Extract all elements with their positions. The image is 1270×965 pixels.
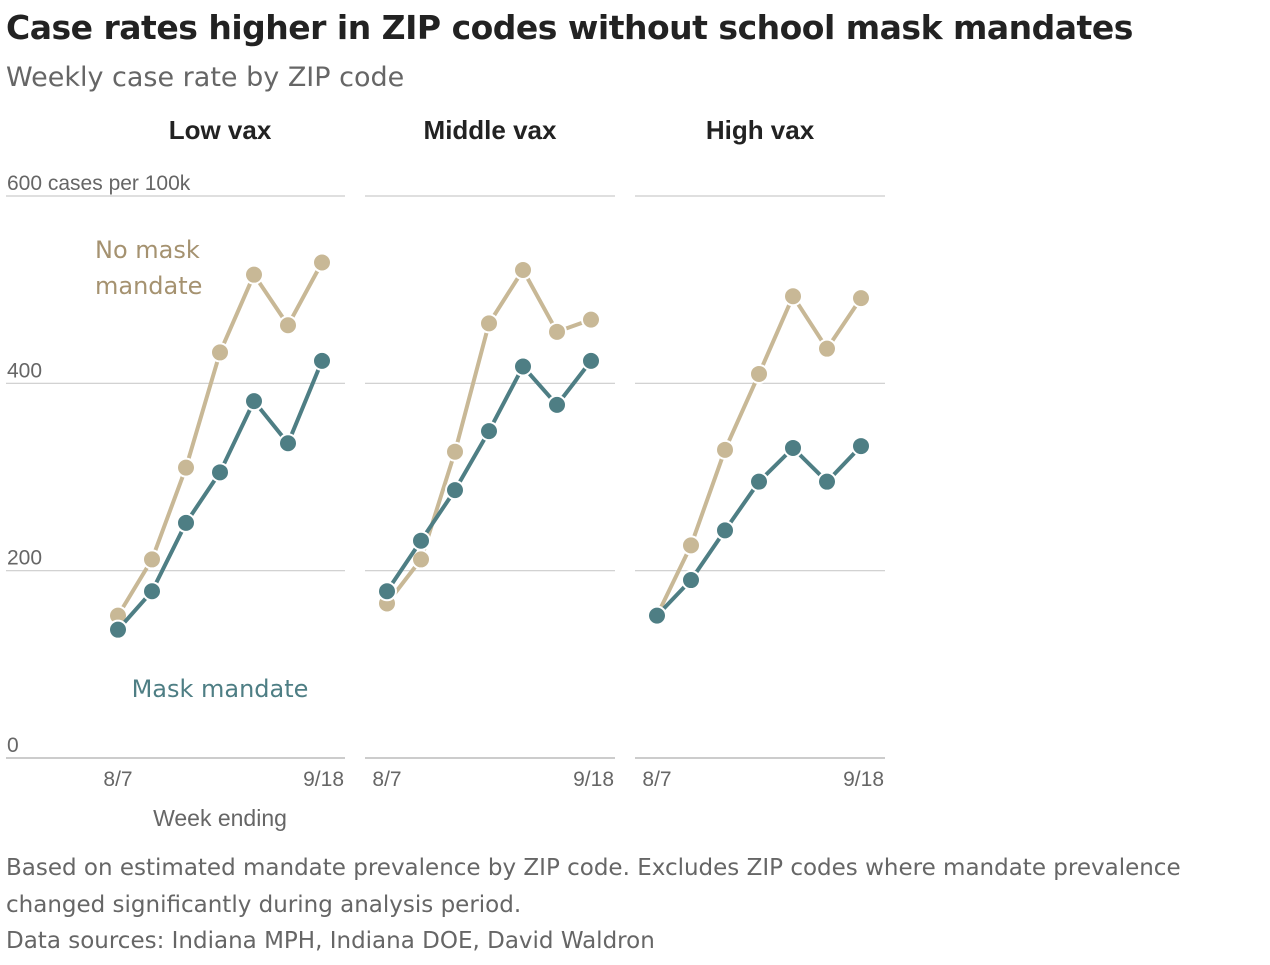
source-line: Data sources: Indiana MPH, Indiana DOE, … <box>6 928 655 954</box>
data-point-mandate <box>210 462 230 483</box>
data-point-no-mandate <box>783 286 803 307</box>
panel-title: High vax <box>706 115 815 145</box>
series-label-mandate: Mask mandate <box>132 675 309 703</box>
data-point-mandate <box>445 480 465 501</box>
chart-title: Case rates higher in ZIP codes without s… <box>6 8 1133 47</box>
y-tick-label: 400 <box>7 359 42 382</box>
data-point-mandate <box>377 581 397 602</box>
data-point-mandate <box>278 433 298 454</box>
data-point-no-mandate <box>244 264 264 285</box>
chart-subtitle: Weekly case rate by ZIP code <box>6 62 405 93</box>
data-point-no-mandate <box>278 315 298 336</box>
data-point-mandate <box>411 530 431 551</box>
data-point-mandate <box>851 436 871 457</box>
data-point-no-mandate <box>581 309 601 330</box>
data-point-mandate <box>817 471 837 492</box>
data-point-mandate <box>479 421 499 442</box>
series-label-no-mandate: mandate <box>95 272 202 300</box>
data-point-no-mandate <box>210 342 230 363</box>
data-point-no-mandate <box>479 313 499 334</box>
data-point-mandate <box>312 350 332 371</box>
data-point-mandate <box>681 570 701 591</box>
data-point-mandate <box>513 356 533 377</box>
data-point-mandate <box>783 437 803 458</box>
data-point-mandate <box>547 394 567 415</box>
data-point-no-mandate <box>715 439 735 460</box>
data-point-mandate <box>244 391 264 412</box>
data-point-no-mandate <box>312 252 332 273</box>
data-point-no-mandate <box>817 338 837 359</box>
data-point-no-mandate <box>513 259 533 280</box>
data-point-no-mandate <box>547 321 567 342</box>
x-tick-label: 9/18 <box>843 768 884 791</box>
series-line-mandate <box>655 444 863 618</box>
y-tick-label: 200 <box>7 547 42 570</box>
note-line: Based on estimated mandate prevalence by… <box>6 855 1181 881</box>
data-point-no-mandate <box>176 457 196 478</box>
x-tick-label: 9/18 <box>573 768 614 791</box>
data-point-no-mandate <box>681 535 701 556</box>
data-point-no-mandate <box>445 441 465 462</box>
x-tick-label: 8/7 <box>642 768 671 791</box>
x-tick-label: 8/7 <box>103 768 132 791</box>
series-label-no-mandate: No mask <box>95 236 200 264</box>
data-point-no-mandate <box>142 549 162 570</box>
data-point-mandate <box>749 471 769 492</box>
note-line: changed significantly during analysis pe… <box>6 891 522 918</box>
x-tick-label: 8/7 <box>372 768 401 791</box>
y-tick-label: 600 cases per 100k <box>7 172 191 195</box>
data-point-mandate <box>176 512 196 533</box>
y-tick-label: 0 <box>7 734 19 757</box>
data-point-mandate <box>715 520 735 541</box>
x-axis-title: Week ending <box>153 805 287 831</box>
small-multiples-line-chart: Low vax 0 200 400 600 cases per 100k 8/7 9/18 M… <box>6 115 885 831</box>
data-point-mandate <box>142 581 162 602</box>
x-tick-label: 9/18 <box>303 768 344 791</box>
data-point-mandate <box>581 350 601 371</box>
data-point-mandate <box>108 619 128 640</box>
data-point-no-mandate <box>749 363 769 384</box>
panel-title: Middle vax <box>424 115 557 145</box>
panel-title: Low vax <box>169 115 272 145</box>
data-point-no-mandate <box>851 288 871 309</box>
data-point-mandate <box>647 605 667 626</box>
chart-notes: Based on estimated mandate prevalence by… <box>6 850 1246 960</box>
